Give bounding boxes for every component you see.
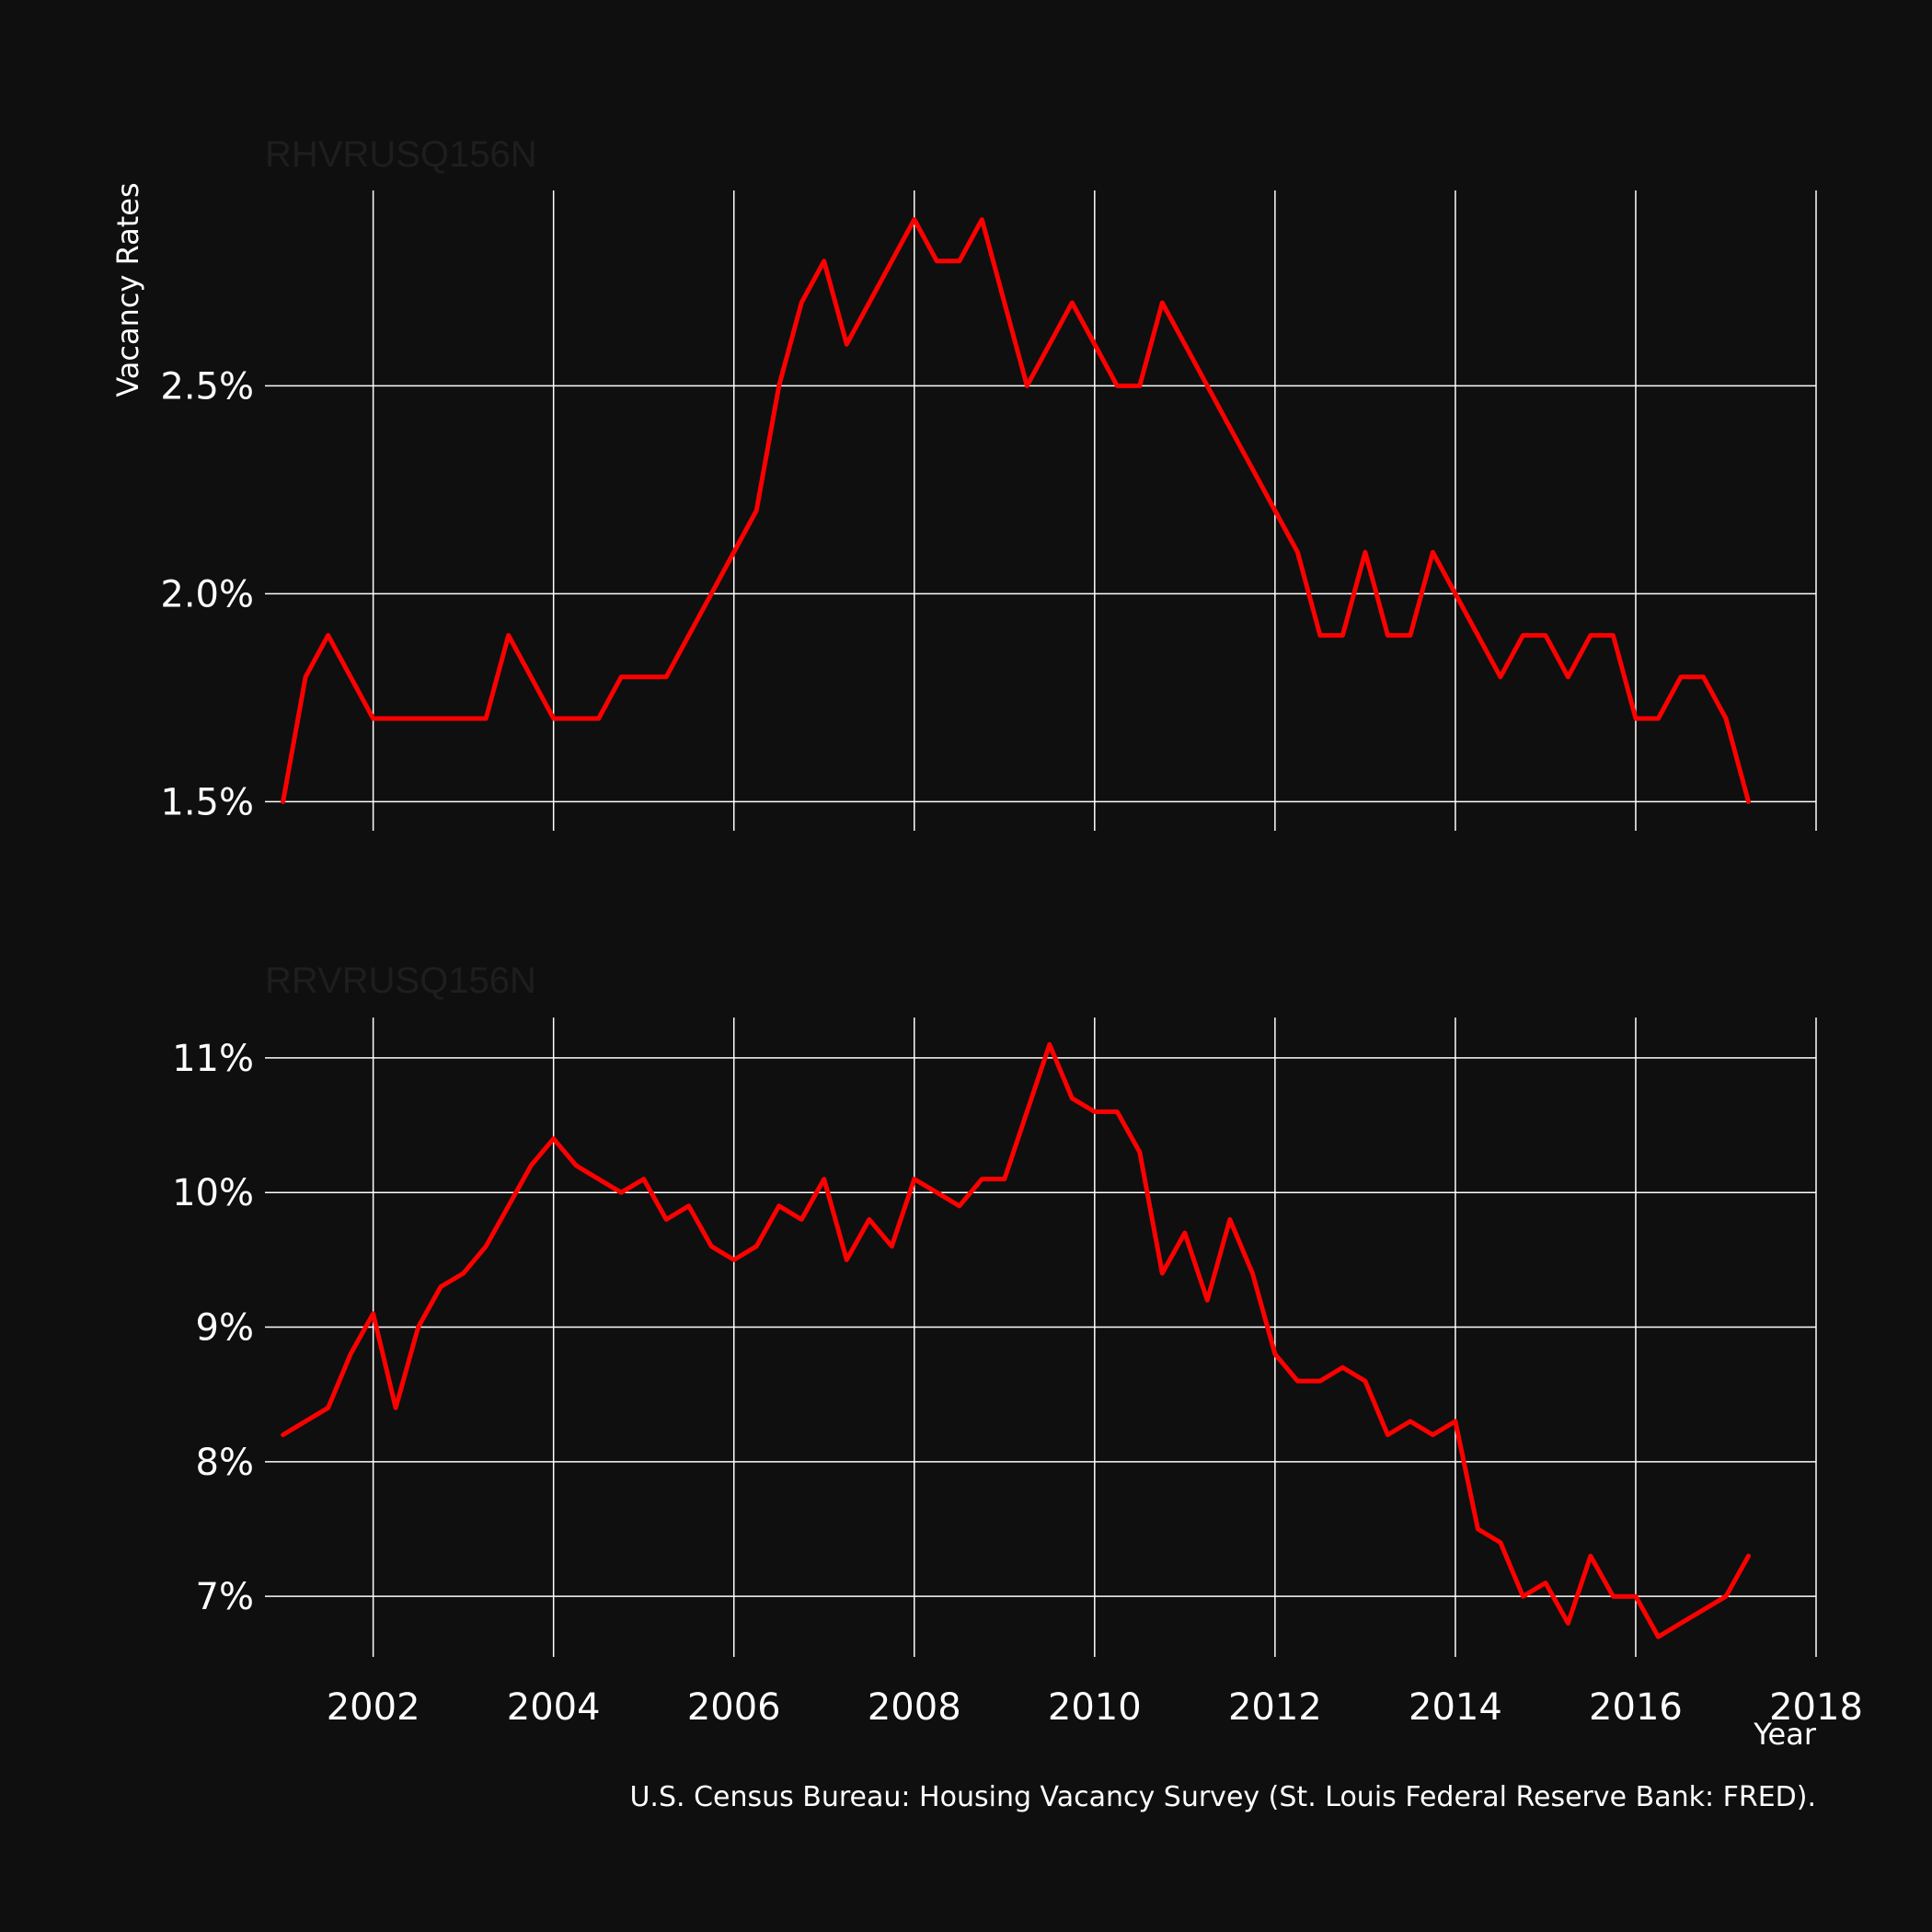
facet-title-rrvrusq156n: RRVRUSQ156N	[265, 960, 536, 1001]
x-tick-label: 2016	[1589, 1686, 1683, 1729]
panel-rrvrusq156n: RRVRUSQ156N 7% 8% 9% 10% 11% 2002 2004 2006 2008…	[172, 960, 1863, 1752]
chart-caption: U.S. Census Bureau: Housing Vacancy Surv…	[629, 1781, 1816, 1813]
y-tick-label: 2.0%	[160, 573, 254, 615]
y-tick-label: 1.5%	[160, 781, 254, 823]
x-axis-title: Year	[1753, 1717, 1817, 1752]
y-tick-label: 7%	[196, 1576, 254, 1618]
y-tick-label: 11%	[172, 1038, 254, 1080]
x-tick-label: 2006	[687, 1686, 781, 1729]
series-line	[281, 1041, 1751, 1639]
series-layer	[281, 1041, 1751, 1639]
y-tick-labels: 1.5% 2.0% 2.5%	[160, 365, 254, 823]
x-tick-label: 2004	[507, 1686, 601, 1729]
grid-lines	[265, 1018, 1817, 1657]
y-tick-label: 10%	[172, 1172, 254, 1214]
y-tick-label: 2.5%	[160, 365, 254, 408]
y-axis-title: Vacancy Rates	[110, 182, 145, 397]
facet-title-rhvrusq156n: RHVRUSQ156N	[265, 134, 537, 175]
x-tick-label: 2014	[1409, 1686, 1502, 1729]
panel-rhvrusq156n: RHVRUSQ156N Vacancy Rates 1.5% 2.0% 2.5%	[110, 134, 1817, 831]
x-tick-label: 2008	[868, 1686, 961, 1729]
x-tick-label: 2010	[1048, 1686, 1142, 1729]
tick-labels: 7% 8% 9% 10% 11% 2002 2004 2006 2008 2010 2012 2014…	[172, 1038, 1863, 1729]
y-tick-label: 9%	[196, 1307, 254, 1350]
series-layer	[281, 217, 1751, 804]
grid-lines	[265, 190, 1817, 831]
series-line	[281, 217, 1751, 804]
x-tick-label: 2002	[327, 1686, 420, 1729]
y-tick-label: 8%	[196, 1442, 254, 1484]
x-tick-label: 2018	[1769, 1686, 1863, 1729]
x-tick-label: 2012	[1228, 1686, 1322, 1729]
